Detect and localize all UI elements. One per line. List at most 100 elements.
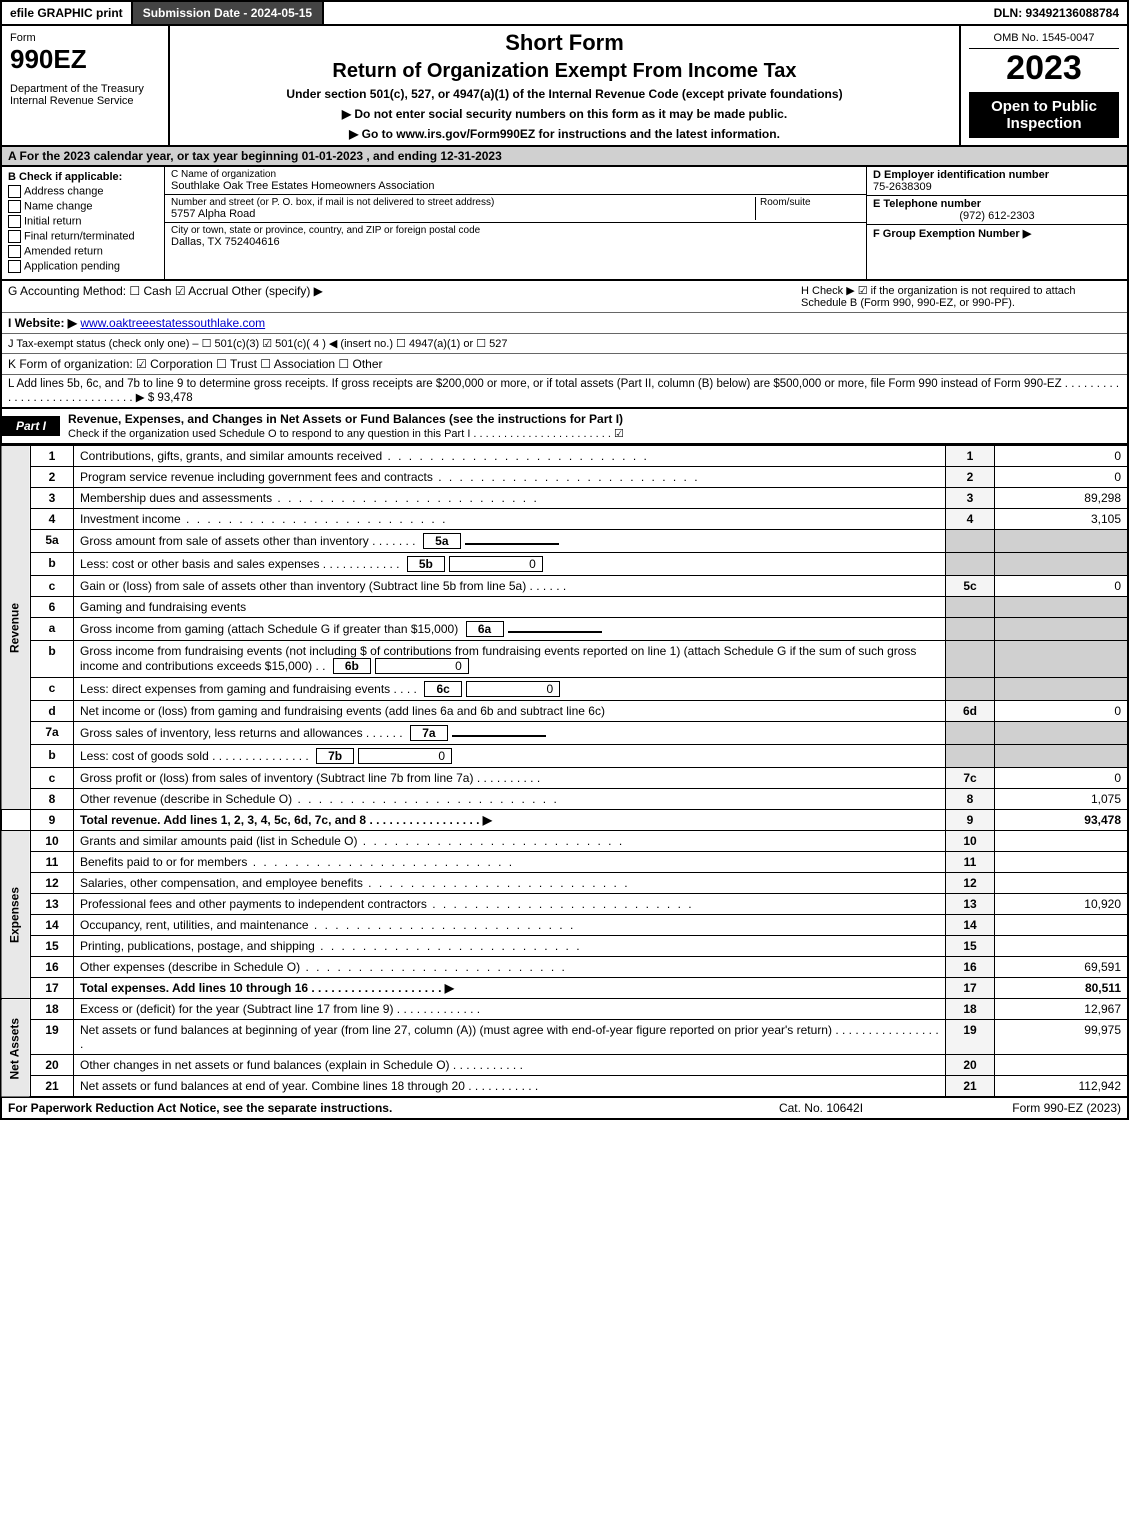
street-row: Number and street (or P. O. box, if mail… — [165, 195, 866, 223]
tax-year: 2023 — [969, 49, 1119, 88]
phone-label: E Telephone number — [873, 198, 1121, 210]
main-title: Return of Organization Exempt From Incom… — [180, 60, 949, 83]
col-b-label: B Check if applicable: — [8, 171, 158, 183]
line-6d: d Net income or (loss) from gaming and f… — [1, 701, 1128, 722]
line-8: 8 Other revenue (describe in Schedule O)… — [1, 789, 1128, 810]
form-number: 990EZ — [10, 44, 160, 75]
part1-label: Part I — [2, 416, 60, 436]
page-footer: For Paperwork Reduction Act Notice, see … — [0, 1098, 1129, 1120]
line-15: 15 Printing, publications, postage, and … — [1, 936, 1128, 957]
org-name-row: C Name of organization Southlake Oak Tre… — [165, 167, 866, 195]
note-link-text[interactable]: ▶ Go to www.irs.gov/Form990EZ for instru… — [349, 127, 780, 141]
row-j: J Tax-exempt status (check only one) – ☐… — [2, 334, 1127, 354]
note-link: ▶ Go to www.irs.gov/Form990EZ for instru… — [180, 127, 949, 141]
dln-label: DLN: 93492136088784 — [986, 2, 1127, 24]
row-k: K Form of organization: ☑ Corporation ☐ … — [2, 354, 1127, 375]
line-4: 4 Investment income 4 3,105 — [1, 509, 1128, 530]
h-check: H Check ▶ ☑ if the organization is not r… — [793, 284, 1121, 309]
row-g-h: G Accounting Method: ☐ Cash ☑ Accrual Ot… — [2, 281, 1127, 313]
room-label: Room/suite — [760, 197, 860, 208]
line-19: 19 Net assets or fund balances at beginn… — [1, 1020, 1128, 1055]
col-b-checkboxes: B Check if applicable: Address change Na… — [2, 167, 165, 279]
omb-number: OMB No. 1545-0047 — [969, 32, 1119, 49]
side-expenses: Expenses — [1, 831, 31, 999]
chk-amended-return[interactable]: Amended return — [8, 245, 158, 258]
line-6b: b Gross income from fundraising events (… — [1, 641, 1128, 678]
g-accounting: G Accounting Method: ☐ Cash ☑ Accrual Ot… — [8, 284, 793, 309]
ein-label: D Employer identification number — [873, 169, 1121, 181]
line-21: 21 Net assets or fund balances at end of… — [1, 1076, 1128, 1098]
top-bar: efile GRAPHIC print Submission Date - 20… — [0, 0, 1129, 26]
org-name: Southlake Oak Tree Estates Homeowners As… — [171, 180, 860, 192]
footer-formref: Form 990-EZ (2023) — [921, 1101, 1121, 1115]
side-revenue: Revenue — [1, 446, 31, 810]
meta-rows: G Accounting Method: ☐ Cash ☑ Accrual Ot… — [0, 281, 1129, 409]
l-gross-receipts: L Add lines 5b, 6c, and 7b to line 9 to … — [8, 378, 1121, 404]
line-1: Revenue 1 Contributions, gifts, grants, … — [1, 446, 1128, 467]
line-13: 13 Professional fees and other payments … — [1, 894, 1128, 915]
line-11: 11 Benefits paid to or for members 11 — [1, 852, 1128, 873]
part1-header: Part I Revenue, Expenses, and Changes in… — [0, 409, 1129, 445]
phone-row: E Telephone number (972) 612-2303 — [867, 196, 1127, 225]
j-tax-status: J Tax-exempt status (check only one) – ☐… — [8, 337, 1121, 350]
line-18: Net Assets 18 Excess or (deficit) for th… — [1, 999, 1128, 1020]
line-17: 17 Total expenses. Add lines 10 through … — [1, 978, 1128, 999]
city: Dallas, TX 752404616 — [171, 236, 860, 248]
section-a-period: A For the 2023 calendar year, or tax yea… — [0, 147, 1129, 167]
i-label: I Website: ▶ — [8, 316, 77, 330]
subtitle: Under section 501(c), 527, or 4947(a)(1)… — [180, 87, 949, 101]
footer-catno: Cat. No. 10642I — [721, 1101, 921, 1115]
line-5b: b Less: cost or other basis and sales ex… — [1, 553, 1128, 576]
phone: (972) 612-2303 — [873, 210, 1121, 222]
line-2: 2 Program service revenue including gove… — [1, 467, 1128, 488]
line-6c: c Less: direct expenses from gaming and … — [1, 678, 1128, 701]
line-7c: c Gross profit or (loss) from sales of i… — [1, 768, 1128, 789]
chk-initial-return[interactable]: Initial return — [8, 215, 158, 228]
line-5a: 5a Gross amount from sale of assets othe… — [1, 530, 1128, 553]
line-12: 12 Salaries, other compensation, and emp… — [1, 873, 1128, 894]
line-7a: 7a Gross sales of inventory, less return… — [1, 722, 1128, 745]
line-10: Expenses 10 Grants and similar amounts p… — [1, 831, 1128, 852]
line-5c: c Gain or (loss) from sale of assets oth… — [1, 576, 1128, 597]
line-16: 16 Other expenses (describe in Schedule … — [1, 957, 1128, 978]
line-6a: a Gross income from gaming (attach Sched… — [1, 618, 1128, 641]
open-inspection-badge: Open to Public Inspection — [969, 92, 1119, 138]
city-row: City or town, state or province, country… — [165, 223, 866, 250]
chk-address-change[interactable]: Address change — [8, 185, 158, 198]
street: 5757 Alpha Road — [171, 208, 755, 220]
row-l: L Add lines 5b, 6c, and 7b to line 9 to … — [2, 375, 1127, 407]
line-7b: b Less: cost of goods sold . . . . . . .… — [1, 745, 1128, 768]
street-label: Number and street (or P. O. box, if mail… — [171, 197, 755, 208]
city-label: City or town, state or province, country… — [171, 225, 860, 236]
chk-name-change[interactable]: Name change — [8, 200, 158, 213]
ein: 75-2638309 — [873, 181, 1121, 193]
group-row: F Group Exemption Number ▶ — [867, 225, 1127, 242]
line-6: 6 Gaming and fundraising events — [1, 597, 1128, 618]
info-block: B Check if applicable: Address change Na… — [0, 167, 1129, 281]
chk-final-return[interactable]: Final return/terminated — [8, 230, 158, 243]
chk-application-pending[interactable]: Application pending — [8, 260, 158, 273]
note-ssn: ▶ Do not enter social security numbers o… — [180, 107, 949, 121]
org-name-label: C Name of organization — [171, 169, 860, 180]
form-header: Form 990EZ Department of the Treasury In… — [0, 26, 1129, 147]
row-i: I Website: ▶ www.oaktreeestatessouthlake… — [2, 313, 1127, 334]
part1-check-line: Check if the organization used Schedule … — [68, 428, 624, 440]
part1-table: Revenue 1 Contributions, gifts, grants, … — [0, 445, 1129, 1098]
header-center: Short Form Return of Organization Exempt… — [170, 26, 961, 145]
part1-title: Revenue, Expenses, and Changes in Net As… — [60, 409, 1127, 443]
form-label: Form — [10, 32, 160, 44]
website-link[interactable]: www.oaktreeestatessouthlake.com — [80, 316, 265, 330]
k-form-org: K Form of organization: ☑ Corporation ☐ … — [8, 357, 1121, 371]
col-c-org-info: C Name of organization Southlake Oak Tre… — [165, 167, 867, 279]
submission-date: Submission Date - 2024-05-15 — [131, 2, 324, 24]
short-form-title: Short Form — [180, 30, 949, 56]
efile-print-label[interactable]: efile GRAPHIC print — [2, 2, 131, 24]
part1-title-text: Revenue, Expenses, and Changes in Net As… — [68, 412, 623, 426]
footer-left: For Paperwork Reduction Act Notice, see … — [8, 1101, 721, 1115]
line-3: 3 Membership dues and assessments 3 89,2… — [1, 488, 1128, 509]
header-left: Form 990EZ Department of the Treasury In… — [2, 26, 170, 145]
side-netassets: Net Assets — [1, 999, 31, 1098]
line-9: 9 Total revenue. Add lines 1, 2, 3, 4, 5… — [1, 810, 1128, 831]
col-d-ids: D Employer identification number 75-2638… — [867, 167, 1127, 279]
header-right: OMB No. 1545-0047 2023 Open to Public In… — [961, 26, 1127, 145]
